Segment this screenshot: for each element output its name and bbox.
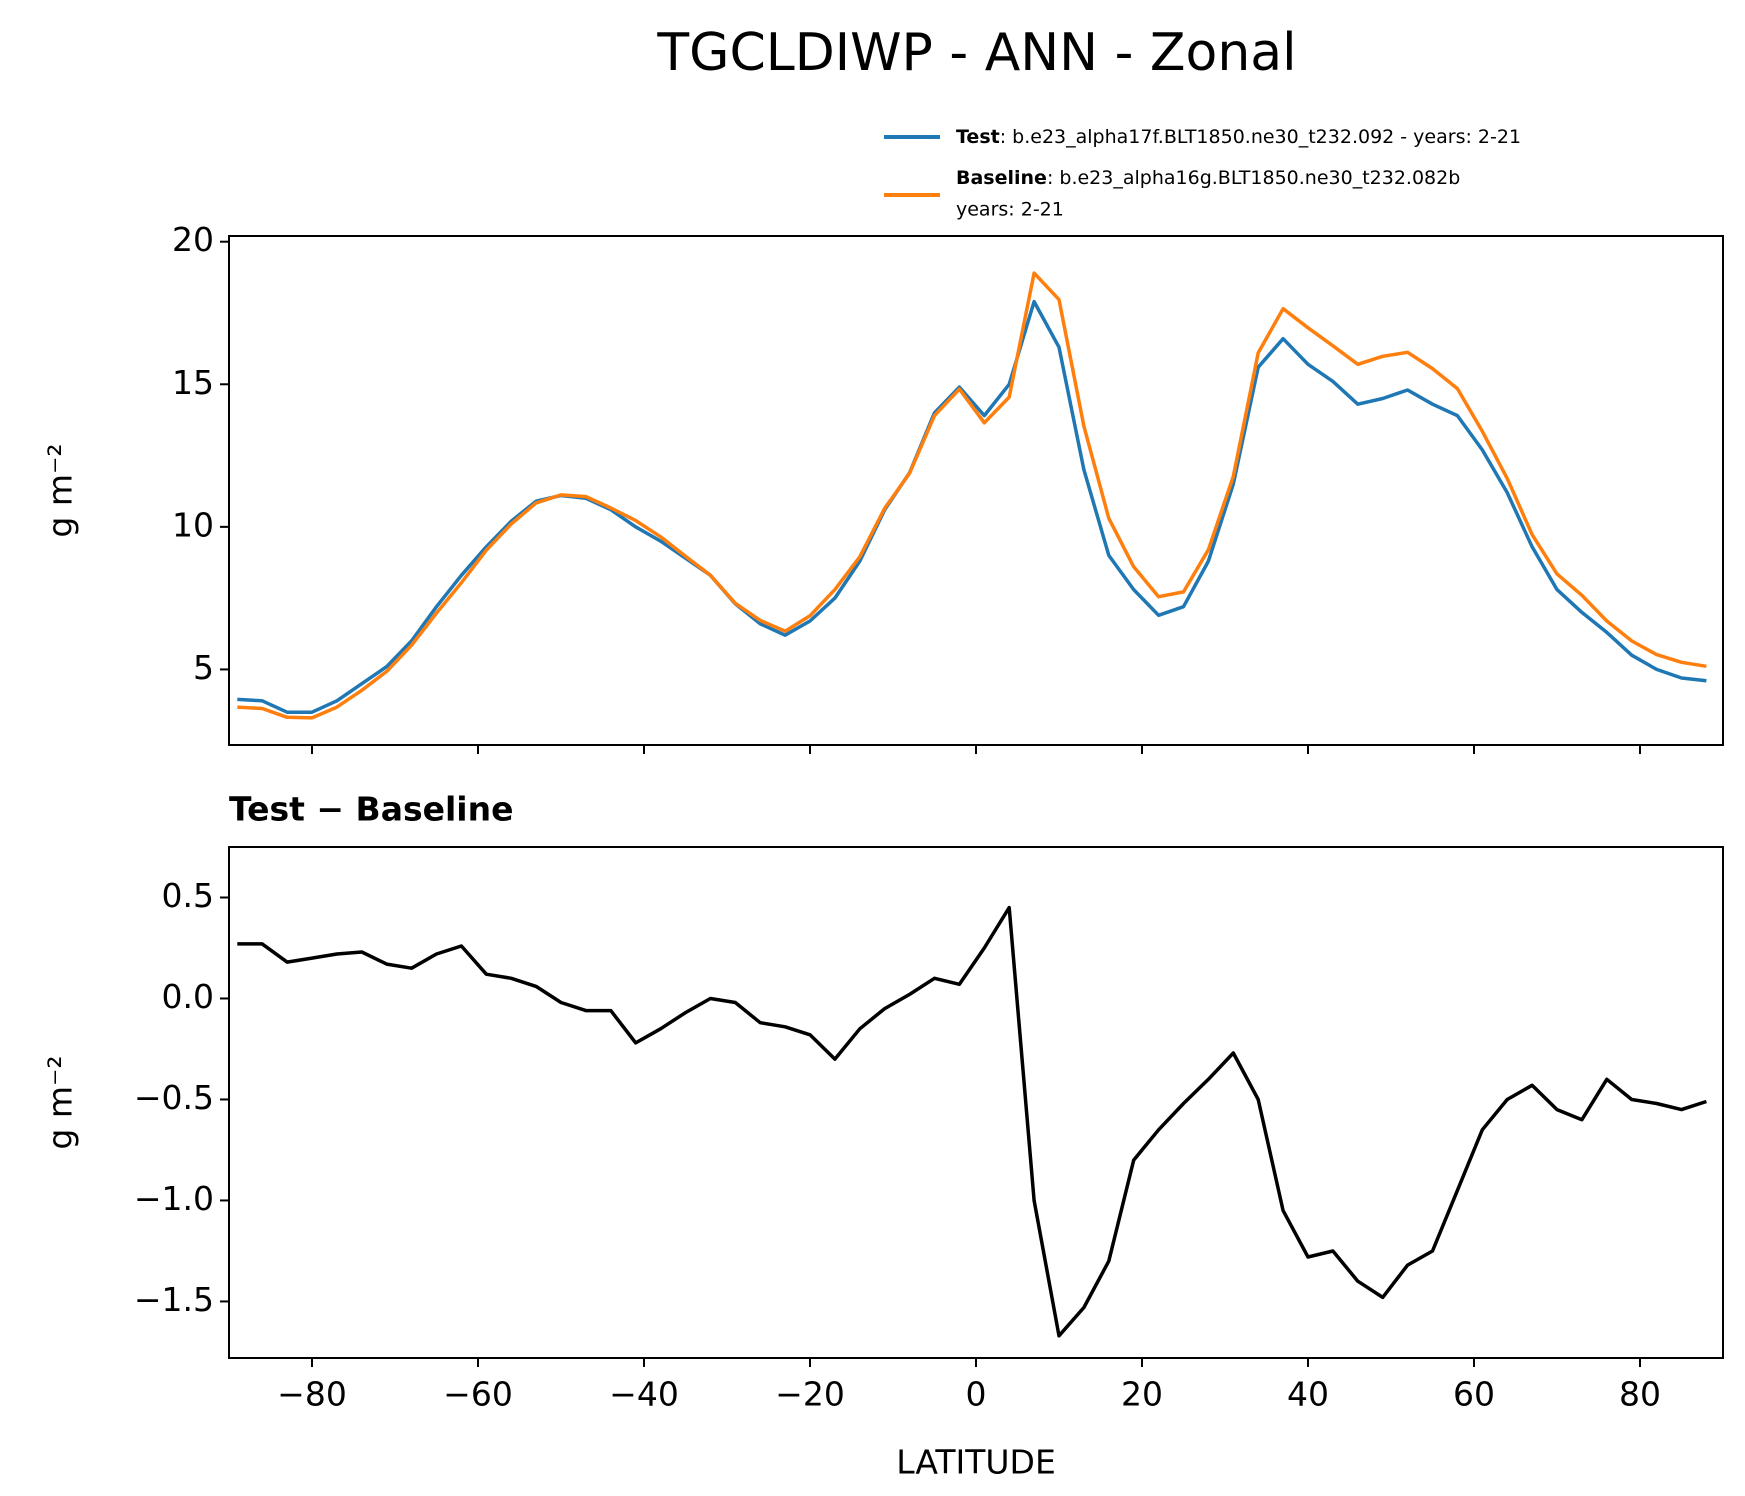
x-tick-label: 20 bbox=[1121, 1375, 1163, 1414]
plot-area bbox=[237, 271, 1707, 720]
x-tick-label: 0 bbox=[966, 1375, 987, 1414]
y-tick-label: 5 bbox=[193, 648, 214, 687]
y-tick-label: 20 bbox=[172, 220, 214, 259]
y-tick-label: −0.5 bbox=[134, 1078, 214, 1117]
legend-description: : b.e23_alpha17f.BLT1850.ne30_t232.092 -… bbox=[1000, 126, 1521, 148]
x-tick-label: −40 bbox=[609, 1375, 679, 1414]
x-tick-label: 80 bbox=[1619, 1375, 1661, 1414]
axes-frame bbox=[228, 846, 1724, 1359]
x-tick-label: −60 bbox=[443, 1375, 513, 1414]
legend-entry: Baseline: b.e23_alpha16g.BLT1850.ne30_t2… bbox=[956, 167, 1460, 189]
x-tick-label: −20 bbox=[775, 1375, 845, 1414]
x-axis-label: LATITUDE bbox=[896, 1443, 1056, 1482]
x-tick-label: −80 bbox=[277, 1375, 347, 1414]
y-tick-label: 0.5 bbox=[162, 876, 214, 915]
legend-entry: Test: b.e23_alpha17f.BLT1850.ne30_t232.0… bbox=[956, 126, 1521, 148]
legend-name: Test bbox=[956, 126, 1000, 148]
y-axis-label: g m⁻² bbox=[41, 1055, 80, 1149]
legend-name: Baseline bbox=[956, 167, 1047, 189]
y-axis-label: g m⁻² bbox=[41, 443, 80, 537]
plot-area bbox=[237, 905, 1707, 1338]
y-tick-label: 15 bbox=[172, 363, 214, 402]
subplot-title: Test − Baseline bbox=[229, 790, 514, 829]
series-line bbox=[237, 271, 1707, 720]
y-tick-label: −1.5 bbox=[134, 1280, 214, 1319]
legend-description: years: 2-21 bbox=[956, 199, 1064, 221]
y-tick-label: −1.0 bbox=[134, 1179, 214, 1218]
y-tick-label: 10 bbox=[172, 505, 214, 544]
series-line bbox=[237, 905, 1707, 1338]
y-tick-label: 0.0 bbox=[162, 977, 214, 1016]
series-line bbox=[237, 299, 1707, 714]
x-tick-label: 40 bbox=[1287, 1375, 1329, 1414]
axes-frame bbox=[228, 235, 1724, 746]
legend-description: : b.e23_alpha16g.BLT1850.ne30_t232.082b bbox=[1047, 167, 1460, 189]
figure-title: TGCLDIWP - ANN - Zonal bbox=[656, 23, 1296, 83]
x-tick-label: 60 bbox=[1453, 1375, 1495, 1414]
